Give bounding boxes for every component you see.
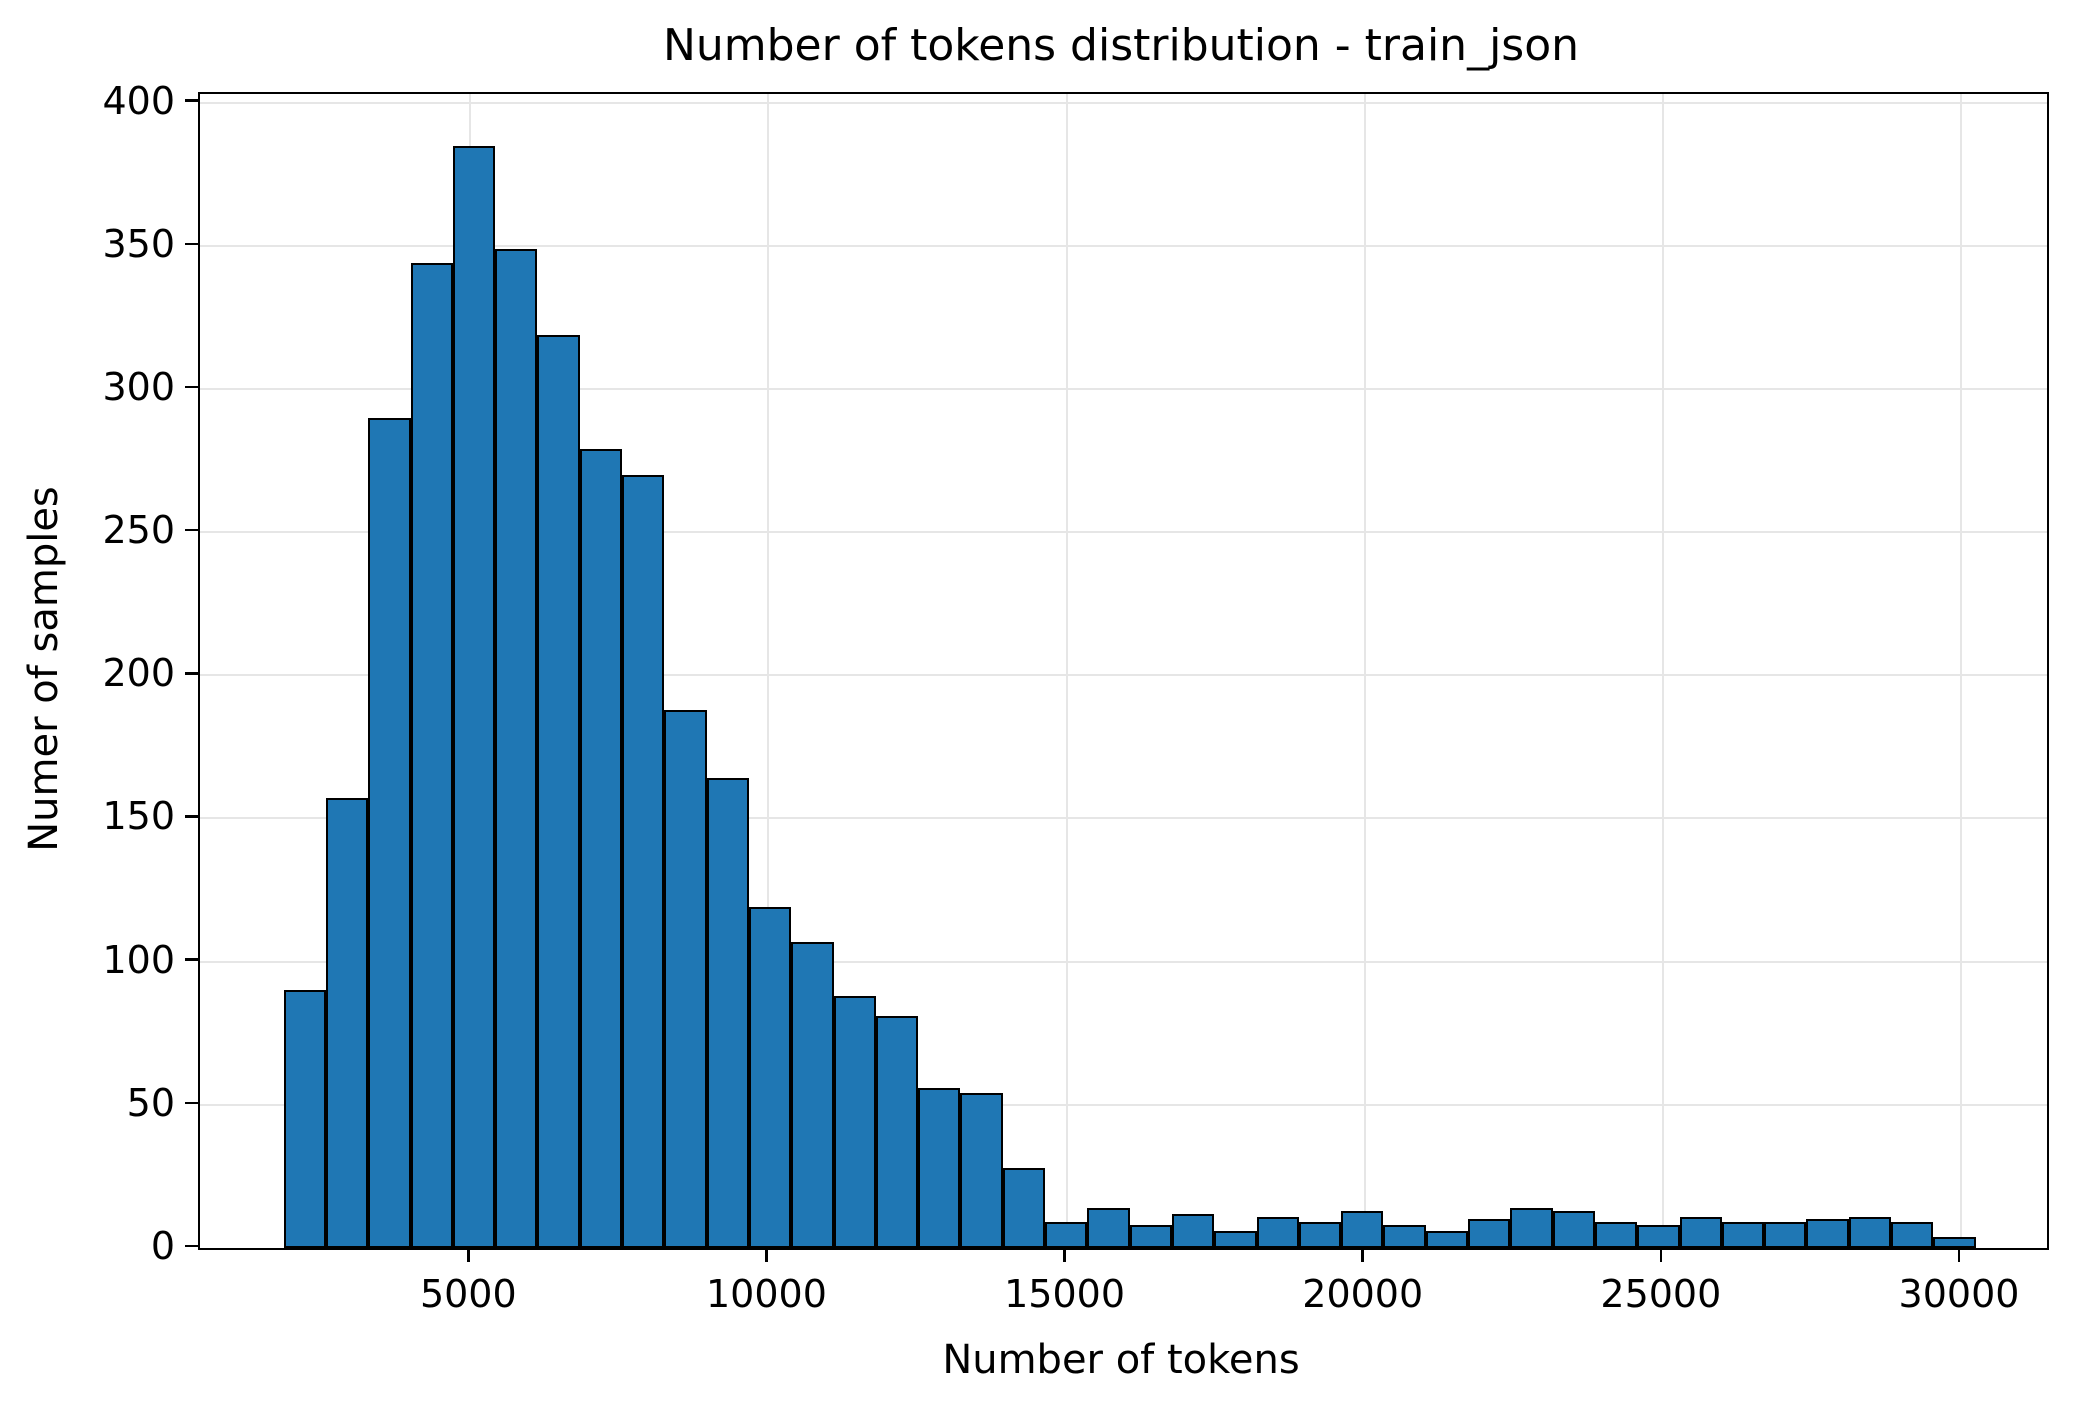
histogram-bar (283, 990, 326, 1248)
x-tick-mark (1063, 1248, 1066, 1262)
y-tick-label: 250 (102, 508, 175, 553)
y-tick-mark (185, 958, 198, 961)
histogram-bar (368, 417, 411, 1248)
histogram-bar (748, 907, 792, 1248)
histogram-bar (537, 334, 580, 1248)
histogram-bar (1383, 1225, 1426, 1248)
x-gridline (1661, 94, 1664, 1248)
y-tick-label: 300 (102, 364, 175, 409)
y-tick-label: 150 (102, 794, 175, 839)
y-gridline (200, 817, 2047, 820)
histogram-bar (791, 941, 834, 1248)
x-tick-label: 5000 (419, 1272, 517, 1316)
y-gridline (200, 387, 2047, 390)
histogram-bar (410, 262, 453, 1248)
x-tick-mark (1659, 1248, 1663, 1262)
histogram-bar (1721, 1222, 1765, 1248)
histogram-bar (1256, 1216, 1299, 1248)
y-tick-mark (185, 528, 198, 532)
x-tick-label: 20000 (1302, 1272, 1424, 1316)
y-gridline (200, 960, 2047, 963)
histogram-bar (1214, 1230, 1257, 1248)
y-tick-label: 50 (126, 1080, 175, 1125)
y-tick-mark (185, 815, 198, 818)
histogram-bar (1637, 1225, 1680, 1248)
histogram-bar (1848, 1216, 1892, 1248)
x-tick-label: 15000 (1004, 1272, 1126, 1316)
histogram-bar (1891, 1222, 1934, 1248)
y-tick-label: 100 (102, 937, 175, 982)
x-tick-label: 30000 (1898, 1272, 2020, 1316)
y-tick-label: 400 (102, 78, 175, 123)
histogram-bar (495, 248, 538, 1248)
x-tick-mark (1361, 1248, 1364, 1262)
histogram-bar (918, 1087, 961, 1248)
y-tick-label: 0 (150, 1224, 175, 1268)
histogram-bar (1087, 1207, 1130, 1248)
histogram-bar (1298, 1222, 1342, 1248)
histogram-bar (1425, 1230, 1469, 1248)
histogram-bar (1129, 1225, 1172, 1248)
histogram-bar (875, 1016, 919, 1248)
y-gridline (200, 531, 2047, 534)
histogram-bar (1764, 1222, 1807, 1248)
histogram-bar (1002, 1167, 1046, 1248)
x-axis-label: Number of tokens (942, 1337, 1300, 1383)
y-tick-label: 200 (102, 651, 175, 696)
x-gridline (1363, 94, 1366, 1248)
y-gridline (200, 101, 2047, 104)
histogram-bar (1171, 1213, 1215, 1248)
x-gridline (1065, 94, 1068, 1248)
histogram-bar (452, 145, 496, 1248)
y-tick-mark (185, 1244, 198, 1248)
x-gridline (767, 94, 770, 1248)
plot-area (198, 92, 2049, 1250)
histogram-bar (1679, 1216, 1722, 1248)
x-gridline (1960, 94, 1962, 1248)
histogram-bar (1933, 1236, 1976, 1248)
y-gridline (200, 1103, 2047, 1106)
chart-title: Number of tokens distribution - train_js… (662, 20, 1580, 71)
histogram-bar (325, 798, 369, 1248)
y-gridline (200, 244, 2047, 247)
histogram-bar (960, 1093, 1003, 1248)
histogram-bar (833, 996, 876, 1248)
histogram-bar (1594, 1222, 1638, 1248)
histogram-bar (579, 449, 623, 1248)
histogram-bar (1341, 1210, 1384, 1248)
histogram-bar (664, 709, 707, 1248)
histogram-bar (1510, 1207, 1553, 1248)
histogram-bar (706, 778, 749, 1248)
histogram-bar (1806, 1219, 1849, 1248)
y-tick-label: 350 (102, 221, 175, 266)
histogram-bar (622, 474, 665, 1248)
x-tick-mark (1957, 1248, 1961, 1262)
y-tick-mark (185, 1101, 198, 1105)
x-tick-label: 25000 (1600, 1272, 1722, 1316)
x-tick-mark (765, 1248, 768, 1262)
x-tick-mark (467, 1248, 470, 1262)
y-tick-mark (185, 242, 198, 246)
y-gridline (200, 674, 2047, 677)
histogram-bar (1552, 1210, 1595, 1248)
x-tick-label: 10000 (705, 1272, 827, 1316)
y-tick-mark (185, 672, 198, 675)
histogram-bar (1468, 1219, 1511, 1248)
histogram-bar (1045, 1222, 1088, 1248)
y-tick-mark (185, 385, 198, 389)
y-tick-mark (185, 99, 198, 102)
